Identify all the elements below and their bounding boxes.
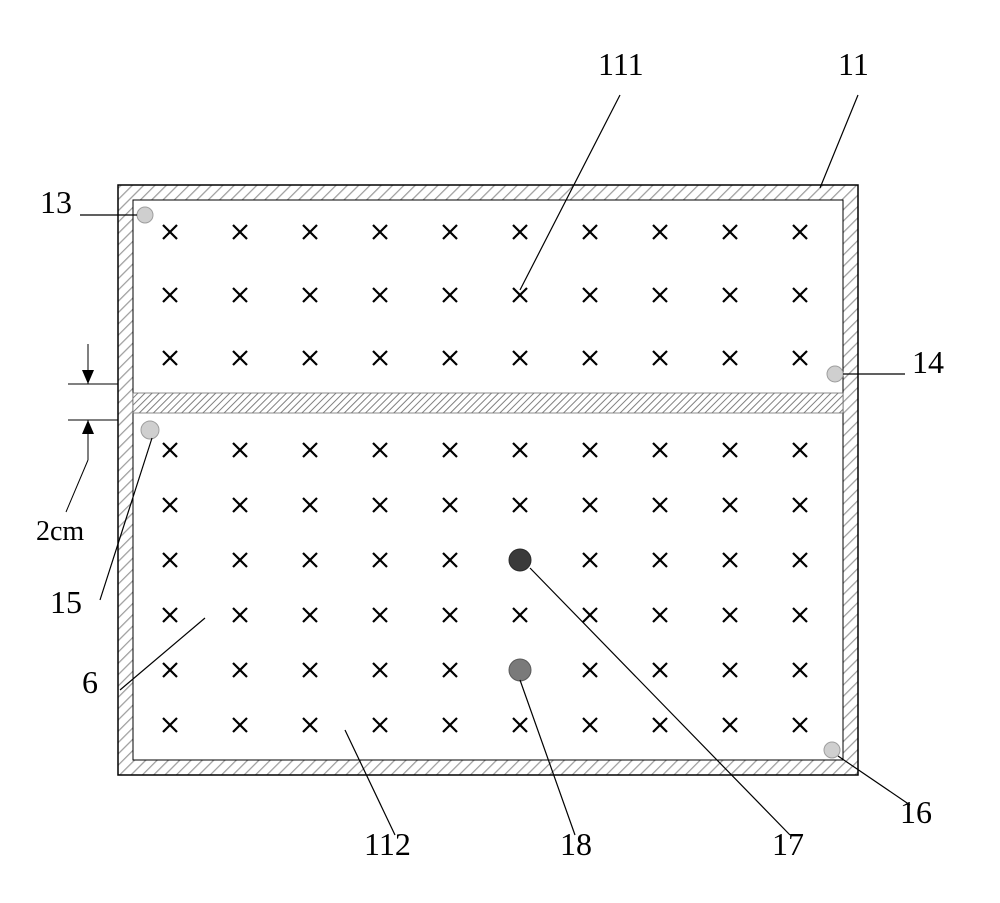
label-6: 6	[82, 664, 98, 701]
marker-circle-16	[824, 742, 840, 758]
marker-circle-15	[141, 421, 159, 439]
dimension-text: 2cm	[36, 516, 84, 548]
label-111: 111	[598, 46, 644, 83]
diagram-svg	[0, 0, 1000, 903]
label-16: 16	[900, 794, 932, 831]
label-14: 14	[912, 344, 944, 381]
marker-circle-18	[509, 659, 531, 681]
label-112: 112	[364, 826, 411, 863]
marker-circle-14	[827, 366, 843, 382]
divider-bar	[133, 393, 843, 413]
label-18: 18	[560, 826, 592, 863]
label-17: 17	[772, 826, 804, 863]
label-11: 11	[838, 46, 869, 83]
label-13: 13	[40, 184, 72, 221]
leader-11	[820, 95, 858, 188]
marker-circle-17	[509, 549, 531, 571]
marker-circle-13	[137, 207, 153, 223]
label-15: 15	[50, 584, 82, 621]
